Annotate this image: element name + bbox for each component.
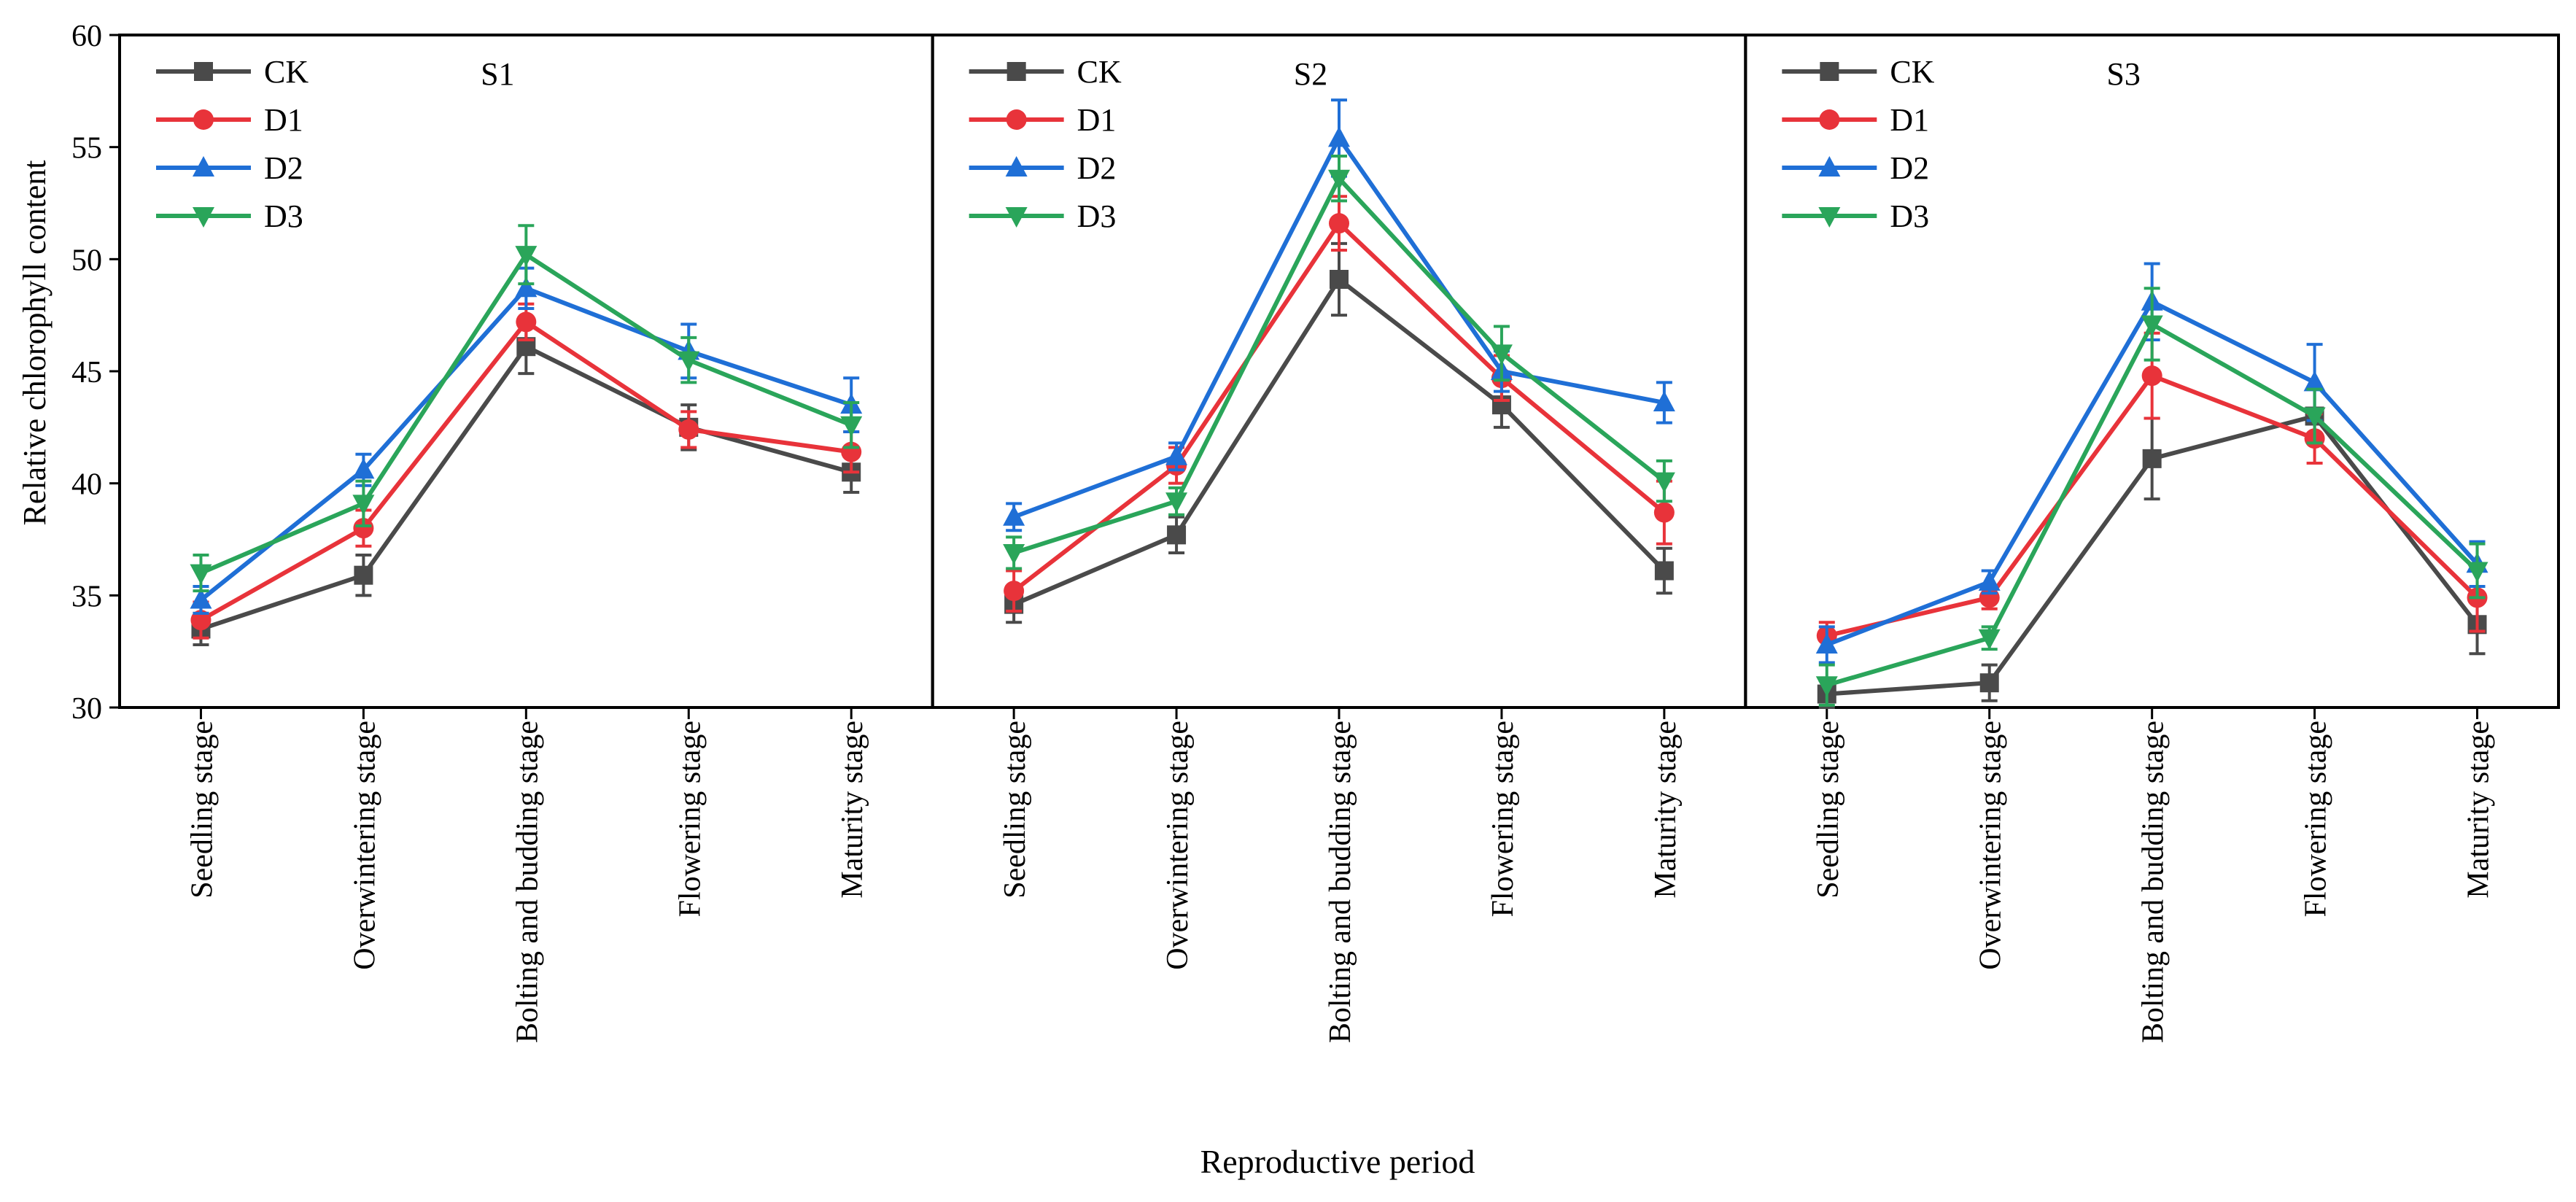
series-line-ck (1012, 276, 1667, 607)
legend-label: D3 (1077, 198, 1117, 234)
legend-label: D2 (1890, 150, 1929, 186)
legend-label: D2 (264, 150, 303, 186)
data-point-d2 (1003, 505, 1025, 526)
data-point-d2 (515, 276, 538, 298)
x-tick-label: Seedling stage (185, 721, 219, 899)
legend-label: D1 (1077, 102, 1117, 138)
x-tick-label: Bolting and budding stage (2137, 721, 2170, 1043)
data-point-d3 (2466, 562, 2488, 583)
data-point-ck (2142, 449, 2162, 468)
x-tick-label: Overwintering stage (1974, 721, 2008, 970)
data-point-d3 (1490, 344, 1513, 365)
data-point-d1 (678, 419, 699, 440)
data-point-d1 (2141, 365, 2162, 387)
legend-marker (1005, 156, 1028, 177)
label-layer: Relative chlorophyll content Reproductiv… (17, 160, 1475, 1180)
legend-marker (194, 62, 213, 81)
y-tick-label: 55 (71, 132, 102, 166)
legend-marker (1819, 109, 1840, 130)
y-tick-label: 35 (71, 580, 102, 613)
legend-label: D3 (1890, 198, 1929, 234)
y-tick-label: 60 (71, 20, 102, 53)
panel-title: S2 (1294, 56, 1327, 92)
data-point-ck (1654, 561, 1674, 581)
x-tick-label: Overwintering stage (1161, 721, 1195, 970)
data-point-d1 (1329, 213, 1349, 234)
x-tick-label: Flowering stage (1486, 721, 1520, 917)
x-tick-label: Maturity stage (836, 721, 869, 899)
data-point-d3 (1003, 543, 1025, 565)
data-point-ck (1979, 673, 1999, 693)
y-axis-label: Relative chlorophyll content (17, 160, 53, 526)
legend-marker (1006, 62, 1026, 81)
data-point-d2 (1328, 126, 1350, 147)
data-point-d2 (1165, 444, 1188, 465)
data-point-d1 (190, 610, 212, 631)
data-point-d2 (1978, 570, 2001, 591)
x-tick-label: Bolting and budding stage (511, 721, 544, 1043)
data-point-d3 (1978, 629, 2001, 650)
legend-marker (1005, 207, 1028, 228)
axis-layer: 30 35 40 45 50 55 60 S1 Seedling stage Overwinter… (71, 20, 2560, 1043)
data-point-d3 (1165, 492, 1188, 513)
data-point-d3 (515, 246, 538, 267)
data-point-d1 (516, 311, 537, 333)
legend-marker (1820, 62, 1839, 81)
data-point-d2 (190, 588, 212, 609)
data-point-d3 (1328, 169, 1350, 190)
legend-label: D1 (264, 102, 303, 138)
legend-label: D3 (264, 198, 303, 234)
data-point-d3 (2141, 315, 2163, 336)
x-tick-label: Flowering stage (673, 721, 707, 917)
y-tick-label: 40 (71, 468, 102, 502)
legend-label: CK (1077, 54, 1122, 90)
panel-title: S3 (2106, 56, 2140, 92)
legend-marker (193, 156, 214, 177)
x-tick-label: Seedling stage (1812, 721, 1845, 899)
legend-label: D2 (1077, 150, 1117, 186)
x-tick-label: Overwintering stage (348, 721, 381, 970)
data-point-d2 (352, 458, 375, 479)
data-point-d3 (1653, 472, 1675, 493)
legend-marker (193, 207, 214, 228)
data-point-ck (354, 565, 373, 585)
legend-label: D1 (1890, 102, 1929, 138)
data-point-d3 (2303, 407, 2326, 428)
series-layer (190, 98, 2488, 709)
data-point-d1 (1004, 581, 1025, 602)
data-point-d3 (840, 416, 863, 437)
y-tick-label: 50 (71, 244, 102, 277)
panel-title: S1 (481, 56, 514, 92)
y-tick-label: 30 (71, 692, 102, 726)
legend-marker (1006, 109, 1027, 130)
data-point-d3 (352, 495, 375, 516)
legend-marker (1818, 207, 1841, 228)
legend-label: CK (264, 54, 309, 90)
data-point-ck (1167, 525, 1187, 545)
legend-marker (193, 109, 214, 130)
series-line-ck (200, 344, 852, 632)
data-point-d1 (1653, 502, 1675, 523)
x-tick-label: Maturity stage (1649, 721, 1683, 899)
data-point-d2 (1815, 632, 1838, 654)
x-tick-label: Seedling stage (998, 721, 1032, 899)
data-point-d2 (1653, 391, 1675, 412)
data-point-d2 (2303, 371, 2326, 392)
data-point-d3 (1815, 676, 1838, 697)
legend-label: CK (1890, 54, 1934, 90)
x-axis-label: Reproductive period (1200, 1143, 1475, 1180)
x-tick-label: Flowering stage (2300, 721, 2333, 917)
x-tick-label: Bolting and budding stage (1324, 721, 1357, 1043)
data-point-d3 (678, 351, 700, 372)
y-tick-label: 45 (71, 356, 102, 389)
legend-marker (1818, 156, 1841, 177)
data-point-ck (1330, 269, 1349, 289)
data-point-d3 (190, 564, 212, 585)
x-tick-label: Maturity stage (2462, 721, 2496, 899)
legend-layer: CK D1 D2 D3 CK D1 D2 D3 CK D1 D2 D3 (156, 54, 1935, 234)
data-point-d1 (353, 518, 374, 539)
